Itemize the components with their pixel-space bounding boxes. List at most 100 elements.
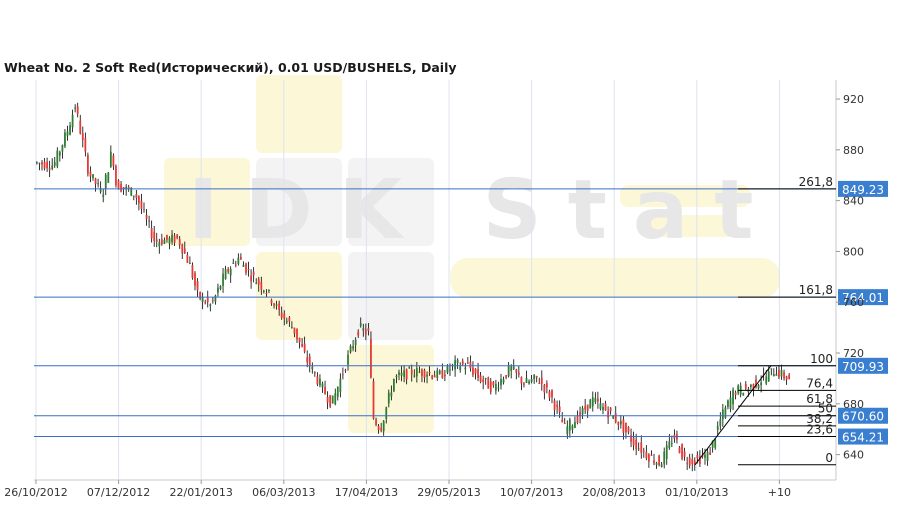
candle-down [561,419,564,423]
fib-ratio-label: 161,8 [799,283,833,297]
candle-down [173,235,176,243]
candle-up [209,304,212,306]
candle-up [92,174,94,179]
candle-up [765,376,768,384]
candle-up [163,239,166,244]
candle-down [535,376,538,378]
candle-up [454,360,456,370]
candle-up [387,392,390,404]
candle-up [385,407,388,419]
candle-down [181,244,184,254]
candle-up [451,364,454,366]
fib-ratio-label: 50 [818,402,833,416]
candle-down [586,404,589,411]
candle-down [755,379,757,388]
candle-up [66,131,69,136]
candle-up [456,359,459,364]
candle-up [484,378,487,380]
x-tick-label: 26/10/2012 [4,486,67,499]
candle-up [275,304,278,306]
candle-down [84,138,87,152]
candle-up [757,384,760,389]
y-tick-label: 880 [843,144,864,157]
candle-up [171,234,173,242]
candle-up [319,378,321,386]
candle-down [523,383,525,385]
candle-down [642,450,645,452]
candle-down [556,404,558,407]
candle-down [617,421,620,426]
candle-down [155,239,158,242]
candle-down [778,369,780,377]
candle-up [413,375,416,377]
candle-down [160,238,163,245]
candle-up [770,368,773,370]
candle-down [148,220,150,222]
candle-down [479,375,482,382]
candle-up [637,448,640,450]
candle-up [224,269,227,280]
candle-down [517,372,520,375]
candle-down [89,171,92,177]
candle-down [145,214,148,219]
candle-down [247,269,250,271]
fib-value-label: 709.93 [842,360,884,374]
candle-up [704,454,706,458]
candle-up [760,382,762,386]
candle-up [382,420,385,432]
candle-up [711,440,714,448]
candle-up [403,370,405,377]
watermark-bar [450,258,780,298]
grid [34,80,837,481]
candle-down [150,227,153,239]
y-tick-label: 840 [843,195,864,208]
candle-up [51,165,54,169]
candle-up [772,374,775,377]
candle-down [752,384,755,390]
candle-up [418,371,421,373]
candle-up [400,372,403,376]
candle-down [364,329,367,335]
x-tick-label: 20/08/2013 [582,486,645,499]
candle-up [168,237,171,244]
candle-up [359,323,362,327]
candle-down [431,375,434,379]
y-tick-label: 680 [843,398,864,411]
candle-up [395,375,398,378]
candle-up [158,242,161,247]
candle-up [571,425,574,430]
candle-down [477,369,479,378]
candle-up [285,320,288,323]
candle-down [372,381,375,419]
candle-up [130,187,133,196]
candle-up [229,268,232,276]
candle-down [313,371,316,374]
candle-up [426,374,428,377]
fib-value-badge [838,357,888,374]
candle-down [76,106,79,115]
candle-up [268,289,270,291]
x-tick-label: 22/01/2013 [169,486,232,499]
watermark-tile [348,158,434,246]
candle-down [648,454,650,462]
candle-down [625,422,627,433]
candle-up [56,150,59,167]
candle-down [324,387,326,394]
candle-up [321,383,324,388]
watermark-tile [256,75,342,153]
watermark-tile [256,158,342,246]
fib-ratio-label: 38,2 [806,412,833,426]
candle-down [301,343,303,347]
fibonacci-extension: 849.23 261,8 764.01 161,8 709.93 100 76,4 61,8 6… [34,175,888,466]
candle-down [122,187,125,190]
candle-down [288,317,291,322]
candle-down [558,406,561,413]
candle-down [614,413,617,423]
candle-down [234,264,237,266]
candle-up [512,366,515,370]
candle-down [270,299,273,304]
candle-down [250,275,252,282]
watermark-text: IDK Stat [188,163,779,258]
candle-up [507,365,510,377]
